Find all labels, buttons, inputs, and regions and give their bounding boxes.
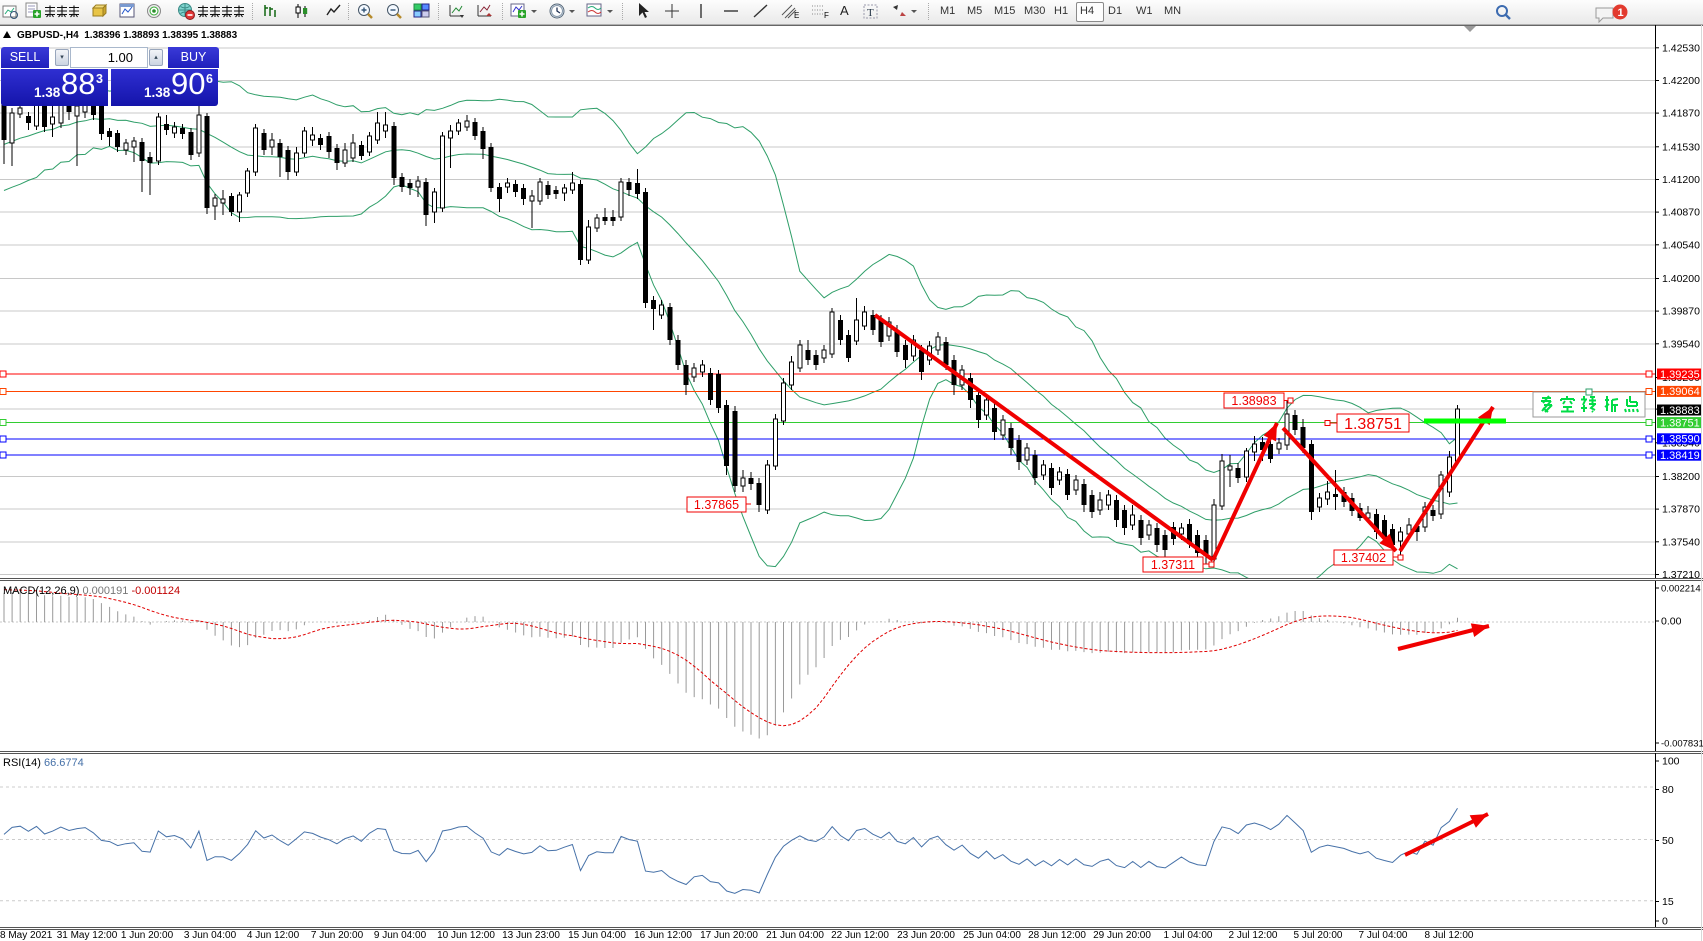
svg-text:2 Jul 12:00: 2 Jul 12:00	[1229, 930, 1278, 941]
svg-text:15 Jun 04:00: 15 Jun 04:00	[568, 930, 626, 941]
svg-text:1.38200: 1.38200	[1662, 471, 1700, 483]
svg-text:50: 50	[1662, 835, 1674, 847]
svg-text:0.002214: 0.002214	[1661, 584, 1701, 595]
svg-text:4 Jun 12:00: 4 Jun 12:00	[247, 930, 300, 941]
svg-text:100: 100	[1662, 756, 1680, 768]
svg-text:31 May 12:00: 31 May 12:00	[57, 930, 118, 941]
svg-text:1.38419: 1.38419	[1660, 450, 1700, 462]
svg-text:1.37311: 1.37311	[1151, 558, 1195, 572]
svg-text:1 Jun 20:00: 1 Jun 20:00	[121, 930, 174, 941]
svg-text:3 Jun 04:00: 3 Jun 04:00	[184, 930, 237, 941]
svg-text:15: 15	[1662, 896, 1674, 908]
svg-text:10 Jun 12:00: 10 Jun 12:00	[437, 930, 495, 941]
svg-text:28 Jun 12:00: 28 Jun 12:00	[1028, 930, 1086, 941]
svg-text:1.37865: 1.37865	[694, 498, 739, 512]
svg-text:1.38883: 1.38883	[1660, 405, 1700, 417]
svg-text:8 May 2021: 8 May 2021	[0, 930, 53, 941]
svg-text:7 Jul 04:00: 7 Jul 04:00	[1359, 930, 1408, 941]
svg-text:T: T	[867, 7, 874, 19]
svg-text:7 Jun 20:00: 7 Jun 20:00	[311, 930, 364, 941]
svg-text:22 Jun 12:00: 22 Jun 12:00	[831, 930, 889, 941]
svg-text:13 Jun 23:00: 13 Jun 23:00	[502, 930, 560, 941]
svg-text:80: 80	[1662, 784, 1674, 796]
svg-text:F: F	[824, 11, 829, 20]
svg-text:1.40540: 1.40540	[1662, 239, 1700, 251]
svg-text:1: 1	[1618, 7, 1624, 19]
svg-text:1.42530: 1.42530	[1662, 42, 1700, 54]
svg-text:5 Jul 20:00: 5 Jul 20:00	[1294, 930, 1343, 941]
svg-text:1.40870: 1.40870	[1662, 207, 1700, 219]
svg-text:17 Jun 20:00: 17 Jun 20:00	[700, 930, 758, 941]
svg-text:9 Jun 04:00: 9 Jun 04:00	[374, 930, 427, 941]
svg-text:16 Jun 12:00: 16 Jun 12:00	[634, 930, 692, 941]
svg-text:1.37870: 1.37870	[1662, 504, 1700, 516]
svg-text:1.37540: 1.37540	[1662, 536, 1700, 548]
svg-text:1.42200: 1.42200	[1662, 75, 1700, 87]
svg-text:1.41200: 1.41200	[1662, 174, 1700, 186]
svg-text:25 Jun 04:00: 25 Jun 04:00	[963, 930, 1021, 941]
svg-text:1.39540: 1.39540	[1662, 338, 1700, 350]
svg-text:0.00: 0.00	[1661, 616, 1682, 628]
svg-text:23 Jun 20:00: 23 Jun 20:00	[897, 930, 955, 941]
svg-text:8 Jul 12:00: 8 Jul 12:00	[1425, 930, 1474, 941]
svg-text:1.37210: 1.37210	[1662, 569, 1700, 581]
svg-text:1.41870: 1.41870	[1662, 108, 1700, 120]
svg-text:1.40200: 1.40200	[1662, 273, 1700, 285]
svg-text:1.39064: 1.39064	[1660, 386, 1700, 398]
svg-text:1.39870: 1.39870	[1662, 306, 1700, 318]
svg-text:21 Jun 04:00: 21 Jun 04:00	[766, 930, 824, 941]
svg-text:1.41530: 1.41530	[1662, 141, 1700, 153]
svg-text:1.38590: 1.38590	[1660, 434, 1700, 446]
svg-text:1.37402: 1.37402	[1341, 551, 1386, 565]
svg-text:1.39235: 1.39235	[1660, 369, 1700, 381]
svg-text:E: E	[794, 11, 799, 20]
svg-text:29 Jun 20:00: 29 Jun 20:00	[1093, 930, 1151, 941]
svg-text:1.38983: 1.38983	[1231, 394, 1276, 408]
svg-text:1.38751: 1.38751	[1660, 417, 1700, 429]
svg-text:1 Jul 04:00: 1 Jul 04:00	[1164, 930, 1213, 941]
svg-text:-0.007831: -0.007831	[1661, 739, 1703, 750]
svg-text:1.38751: 1.38751	[1344, 416, 1402, 433]
svg-text:0: 0	[1662, 916, 1668, 928]
